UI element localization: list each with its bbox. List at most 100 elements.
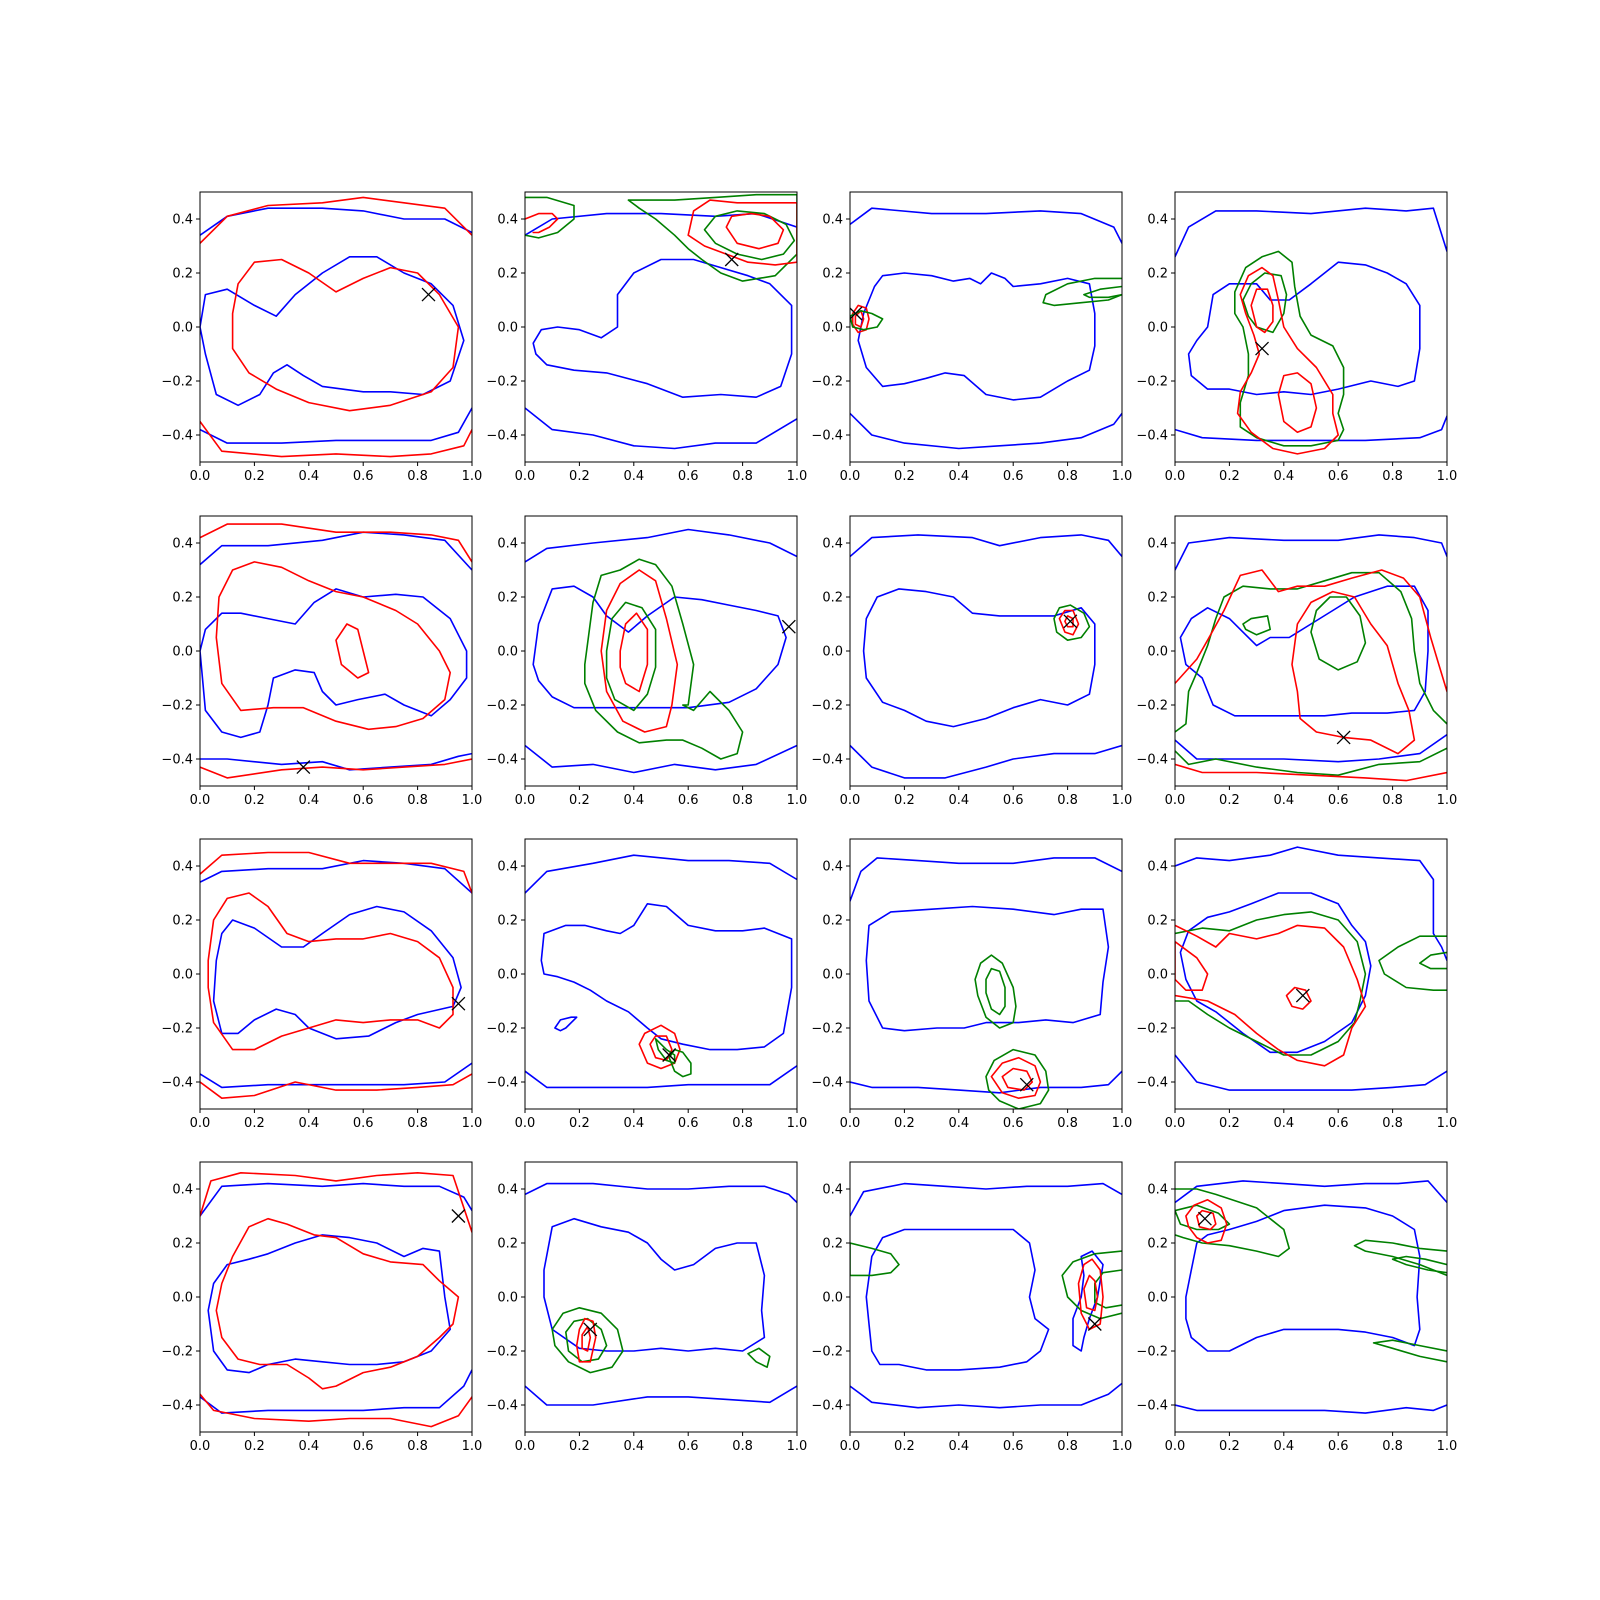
subplot-3-4: 0.0 0.2 0.4 0.6 0.8 1.0 −0.4 −0.2 0.0 0.2 0.4 <box>1136 838 1457 1131</box>
x-tick-label: 0.8 <box>732 469 753 484</box>
x-tick-label: 0.2 <box>244 1116 265 1131</box>
y-tick-label: −0.2 <box>486 375 518 390</box>
y-tick-label: −0.4 <box>1136 1076 1168 1091</box>
y-tick-label: −0.2 <box>486 1022 518 1037</box>
red-contour <box>1250 288 1274 334</box>
blue-contour <box>865 905 1110 1032</box>
x-tick-label: 0.8 <box>1057 1439 1078 1454</box>
x-tick-label: 0.6 <box>678 469 699 484</box>
x-tick-label: 0.2 <box>1219 1439 1240 1454</box>
red-contour <box>1175 763 1447 782</box>
blue-contour <box>532 258 793 399</box>
y-tick-label: −0.4 <box>1136 429 1168 444</box>
red-contour <box>200 758 472 779</box>
x-tick-label: 0.0 <box>840 1439 861 1454</box>
y-tick-label: 0.4 <box>497 213 518 228</box>
subplot-4-4: 0.0 0.2 0.4 0.6 0.8 1.0 −0.4 −0.2 0.0 0.2 0.4 <box>1136 1161 1458 1454</box>
x-tick-label: 1.0 <box>1112 793 1133 808</box>
y-tick-label: 0.4 <box>172 213 193 228</box>
blue-contour <box>1179 585 1429 717</box>
green-contour <box>1353 1239 1447 1277</box>
y-tick-label: −0.2 <box>161 1022 193 1037</box>
x-tick-label: 0.8 <box>407 1439 428 1454</box>
y-tick-label: 0.4 <box>822 537 843 552</box>
plot-area <box>1175 534 1447 782</box>
red-contour <box>200 1393 472 1428</box>
blue-contour <box>200 531 472 571</box>
plot-area <box>525 528 797 774</box>
x-marker <box>1197 1211 1212 1226</box>
x-tick-label: 0.6 <box>1003 469 1024 484</box>
y-tick-label: −0.2 <box>486 1345 518 1360</box>
subplot-4-2: 0.0 0.2 0.4 0.6 0.8 1.0 −0.4 −0.2 0.0 0.2 0.4 <box>486 1161 807 1454</box>
y-tick-label: 0.0 <box>822 1291 843 1306</box>
y-tick-label: 0.2 <box>1147 1237 1168 1252</box>
x-tick-label: 0.4 <box>623 1116 644 1131</box>
x-tick-label: 1.0 <box>1437 793 1458 808</box>
red-contour <box>207 892 454 1051</box>
y-tick-label: 0.0 <box>822 321 843 336</box>
x-tick-label: 0.2 <box>894 469 915 484</box>
green-contour <box>1175 911 1367 1056</box>
x-tick-label: 0.8 <box>732 793 753 808</box>
x-marker <box>850 306 863 321</box>
blue-contour <box>554 1016 578 1032</box>
x-tick-label: 1.0 <box>1437 469 1458 484</box>
y-tick-label: −0.2 <box>1136 1345 1168 1360</box>
x-marker-stroke <box>662 1048 677 1062</box>
x-tick-label: 0.4 <box>1273 1116 1294 1131</box>
y-tick-label: 0.4 <box>822 1183 843 1198</box>
y-tick-label: 0.0 <box>1147 968 1168 983</box>
y-tick-label: −0.4 <box>161 429 193 444</box>
x-tick-label: 0.2 <box>1219 793 1240 808</box>
x-marker-stroke <box>850 306 863 320</box>
y-tick-label: 0.0 <box>172 968 193 983</box>
y-tick-label: −0.4 <box>161 1399 193 1414</box>
green-contour <box>564 1317 608 1363</box>
x-marker <box>1087 1317 1102 1331</box>
blue-contour <box>200 255 465 407</box>
x-tick-label: 1.0 <box>1437 1439 1458 1454</box>
x-tick-label: 0.2 <box>569 469 590 484</box>
plot-area <box>525 193 797 450</box>
blue-contour <box>850 1070 1122 1094</box>
x-tick-label: 0.0 <box>1165 793 1186 808</box>
x-tick-label: 0.2 <box>1219 469 1240 484</box>
x-marker-stroke <box>1255 341 1269 356</box>
x-marker <box>1063 614 1078 629</box>
blue-contour <box>1175 534 1447 571</box>
blue-contour <box>1072 1250 1104 1352</box>
blue-contour <box>525 1385 797 1406</box>
x-marker-stroke <box>724 252 739 267</box>
blue-contour <box>850 534 1122 558</box>
subplot-1-3: 0.0 0.2 0.4 0.6 0.8 1.0 −0.4 −0.2 0.0 0.2 0.4 <box>811 191 1132 484</box>
y-tick-label: −0.4 <box>811 1076 843 1091</box>
plot-area <box>1175 846 1447 1091</box>
y-tick-label: −0.4 <box>486 753 518 768</box>
y-tick-label: −0.4 <box>161 753 193 768</box>
y-tick-label: 0.0 <box>172 645 193 660</box>
y-tick-label: −0.4 <box>161 1076 193 1091</box>
green-contour <box>1372 1339 1447 1363</box>
y-tick-label: −0.4 <box>811 429 843 444</box>
x-marker <box>724 252 739 267</box>
green-contour <box>1061 1250 1122 1320</box>
red-contour <box>1291 590 1416 755</box>
blue-contour <box>200 407 472 444</box>
x-tick-label: 1.0 <box>1112 1116 1133 1131</box>
y-tick-label: 0.0 <box>497 968 518 983</box>
x-marker <box>451 996 466 1011</box>
x-tick-label: 0.2 <box>569 793 590 808</box>
blue-contour <box>540 902 793 1051</box>
x-tick-label: 0.6 <box>1328 1116 1349 1131</box>
x-tick-label: 0.8 <box>732 1116 753 1131</box>
x-marker <box>781 619 796 634</box>
y-tick-label: 0.0 <box>497 645 518 660</box>
red-contour <box>231 258 460 412</box>
green-contour <box>654 1038 676 1064</box>
x-tick-label: 0.4 <box>1273 469 1294 484</box>
x-marker-stroke <box>1087 1317 1102 1331</box>
blue-contour <box>1179 892 1372 1054</box>
x-tick-label: 0.4 <box>623 793 644 808</box>
y-tick-label: 0.0 <box>1147 645 1168 660</box>
